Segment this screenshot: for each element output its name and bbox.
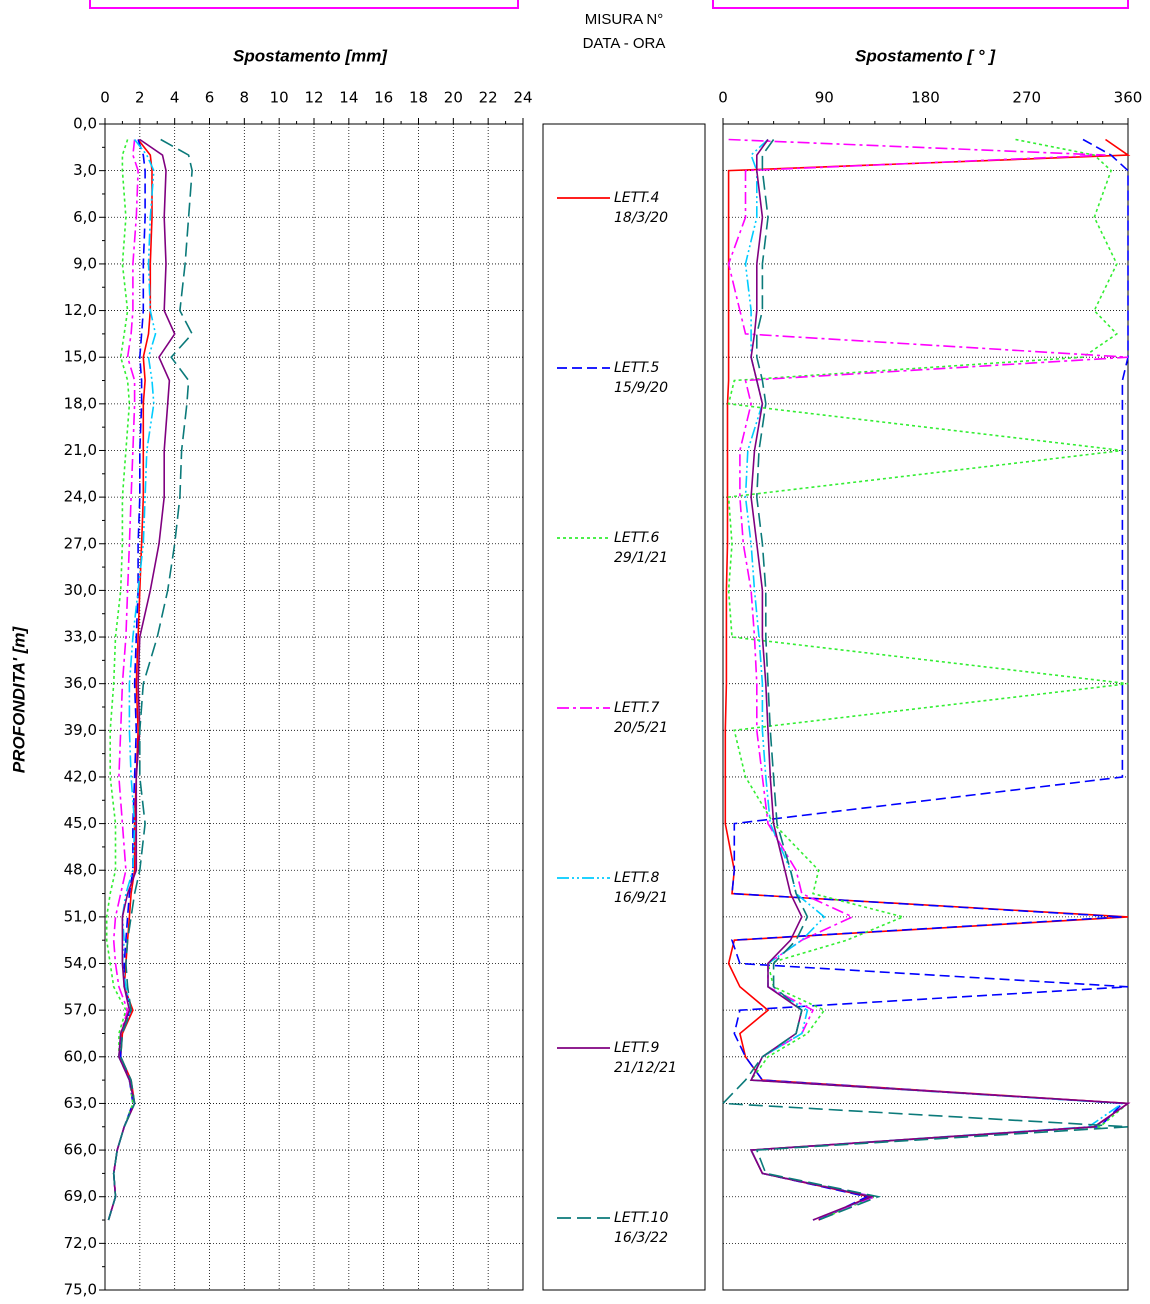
x-tick-label: 14 [339, 89, 358, 107]
x-tick-label: 270 [1012, 89, 1041, 107]
y-tick-label: 51,0 [64, 907, 97, 925]
legend-header: MISURA N° [585, 11, 664, 28]
legend-date: 29/1/21 [614, 550, 668, 566]
legend-date: 21/12/21 [614, 1060, 677, 1076]
y-tick-label: 27,0 [64, 534, 97, 552]
x-tick-label: 10 [270, 89, 289, 107]
y-tick-label: 54,0 [64, 954, 97, 972]
x-tick-label: 20 [444, 89, 463, 107]
x-tick-label: 4 [170, 89, 180, 107]
series-line [107, 139, 139, 1221]
y-tick-label: 69,0 [64, 1187, 97, 1205]
series-line [107, 139, 153, 1221]
series-line [749, 139, 1131, 1221]
legend-label: LETT.8 [614, 870, 660, 886]
y-tick-label: 75,0 [64, 1281, 97, 1299]
y-tick-label: 3,0 [73, 161, 97, 179]
y-tick-label: 45,0 [64, 814, 97, 832]
y-tick-label: 24,0 [64, 488, 97, 506]
chart-title: Spostamento [ ° ] [855, 46, 996, 65]
series-line [724, 138, 1131, 1221]
series-line [727, 138, 1131, 1221]
x-tick-label: 22 [479, 89, 498, 107]
y-axis-title: PROFONDITA' [m] [9, 625, 28, 773]
y-tick-label: 0,0 [73, 115, 97, 133]
y-tick-label: 57,0 [64, 1001, 97, 1019]
series-line [744, 138, 1125, 1221]
legend-date: 15/9/20 [614, 380, 668, 396]
legend-label: LETT.10 [614, 1210, 668, 1226]
x-tick-label: 0 [718, 89, 728, 107]
chart-title: Spostamento [mm] [233, 46, 388, 65]
legend-label: LETT.7 [614, 700, 660, 716]
y-tick-label: 30,0 [64, 581, 97, 599]
y-tick-label: 21,0 [64, 441, 97, 459]
legend-date: 16/3/22 [614, 1230, 668, 1246]
series-line [107, 138, 194, 1221]
series-line [107, 139, 146, 1221]
legend-label: LETT.9 [614, 1040, 660, 1056]
legend-label: LETT.4 [614, 190, 659, 206]
y-tick-label: 66,0 [64, 1141, 97, 1159]
legend-date: 20/5/21 [614, 720, 668, 736]
x-tick-label: 16 [374, 89, 393, 107]
y-tick-label: 48,0 [64, 861, 97, 879]
x-tick-label: 6 [205, 89, 215, 107]
legend-box [542, 123, 706, 1291]
y-tick-label: 36,0 [64, 674, 97, 692]
x-tick-label: 24 [513, 89, 532, 107]
frame-decoration [89, 0, 519, 9]
series-line [721, 139, 1129, 1221]
y-tick-label: 15,0 [64, 348, 97, 366]
x-tick-label: 360 [1114, 89, 1143, 107]
y-tick-label: 18,0 [64, 394, 97, 412]
legend-date: 18/3/20 [614, 210, 668, 226]
frame-decoration [712, 0, 1129, 9]
y-tick-label: 6,0 [73, 208, 97, 226]
y-tick-label: 33,0 [64, 628, 97, 646]
x-tick-label: 180 [911, 89, 940, 107]
x-tick-label: 0 [100, 89, 110, 107]
series-line [107, 138, 176, 1221]
y-tick-label: 63,0 [64, 1094, 97, 1112]
x-tick-label: 12 [304, 89, 323, 107]
x-tick-label: 18 [409, 89, 428, 107]
series-line [727, 138, 1131, 1221]
legend-label: LETT.6 [614, 530, 660, 546]
y-tick-label: 72,0 [64, 1234, 97, 1252]
plot-frame [722, 123, 1129, 1291]
y-tick-label: 42,0 [64, 767, 97, 785]
legend-label: LETT.5 [614, 360, 660, 376]
series-line [107, 139, 157, 1221]
plot-frame [104, 123, 524, 1291]
legend-date: 16/9/21 [614, 890, 668, 906]
x-tick-label: 90 [815, 89, 834, 107]
y-tick-label: 9,0 [73, 254, 97, 272]
x-tick-label: 2 [135, 89, 145, 107]
x-tick-label: 8 [240, 89, 250, 107]
legend-header: DATA - ORA [583, 35, 666, 52]
y-tick-label: 12,0 [64, 301, 97, 319]
y-tick-label: 60,0 [64, 1047, 97, 1065]
y-tick-label: 39,0 [64, 721, 97, 739]
series-line [730, 138, 1129, 1221]
